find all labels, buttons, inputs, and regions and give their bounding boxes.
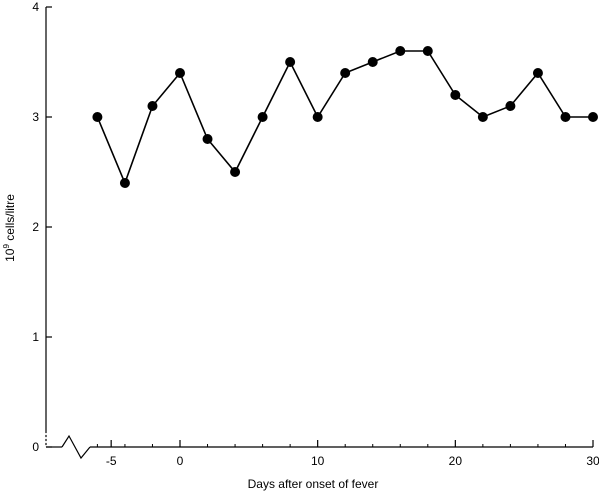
series (92, 46, 598, 188)
x-tick-label: 10 (311, 454, 325, 468)
data-point (340, 68, 351, 78)
axes: 0 1 2 3 4 -5 0 10 20 30 (32, 0, 599, 468)
data-point (147, 101, 158, 111)
data-point (532, 68, 543, 78)
data-point (422, 46, 433, 56)
y-axis-title: 109 cells/litre (2, 194, 17, 262)
data-point (175, 68, 185, 78)
y-tick-label: 2 (32, 220, 39, 234)
data-point (450, 90, 461, 100)
data-point (312, 112, 323, 122)
x-axis-break (61, 434, 91, 460)
data-point (505, 101, 516, 111)
data-point (395, 46, 406, 56)
y-tick-label: 0 (32, 440, 39, 454)
y-axis-title-exponent: 9 (2, 244, 11, 249)
x-tick-label: 30 (586, 454, 599, 468)
data-point (285, 57, 296, 67)
data-point (367, 57, 378, 67)
data-point (257, 112, 268, 122)
x-tick-label: -5 (106, 454, 117, 468)
x-axis-title: Days after onset of fever (248, 477, 379, 491)
data-point (119, 178, 130, 188)
data-point (230, 167, 241, 177)
data-point (588, 112, 598, 122)
y-axis-title-base: 10 (3, 248, 17, 262)
x-tick-label: 0 (177, 454, 184, 468)
y-tick-label: 1 (32, 330, 39, 344)
data-point (202, 134, 213, 144)
data-point (92, 112, 103, 122)
x-tick-label: 20 (449, 454, 463, 468)
y-axis-title-rest: cells/litre (3, 194, 17, 244)
data-point (477, 112, 488, 122)
y-tick-label: 4 (32, 0, 39, 14)
data-point (560, 112, 571, 122)
y-tick-label: 3 (32, 110, 39, 124)
